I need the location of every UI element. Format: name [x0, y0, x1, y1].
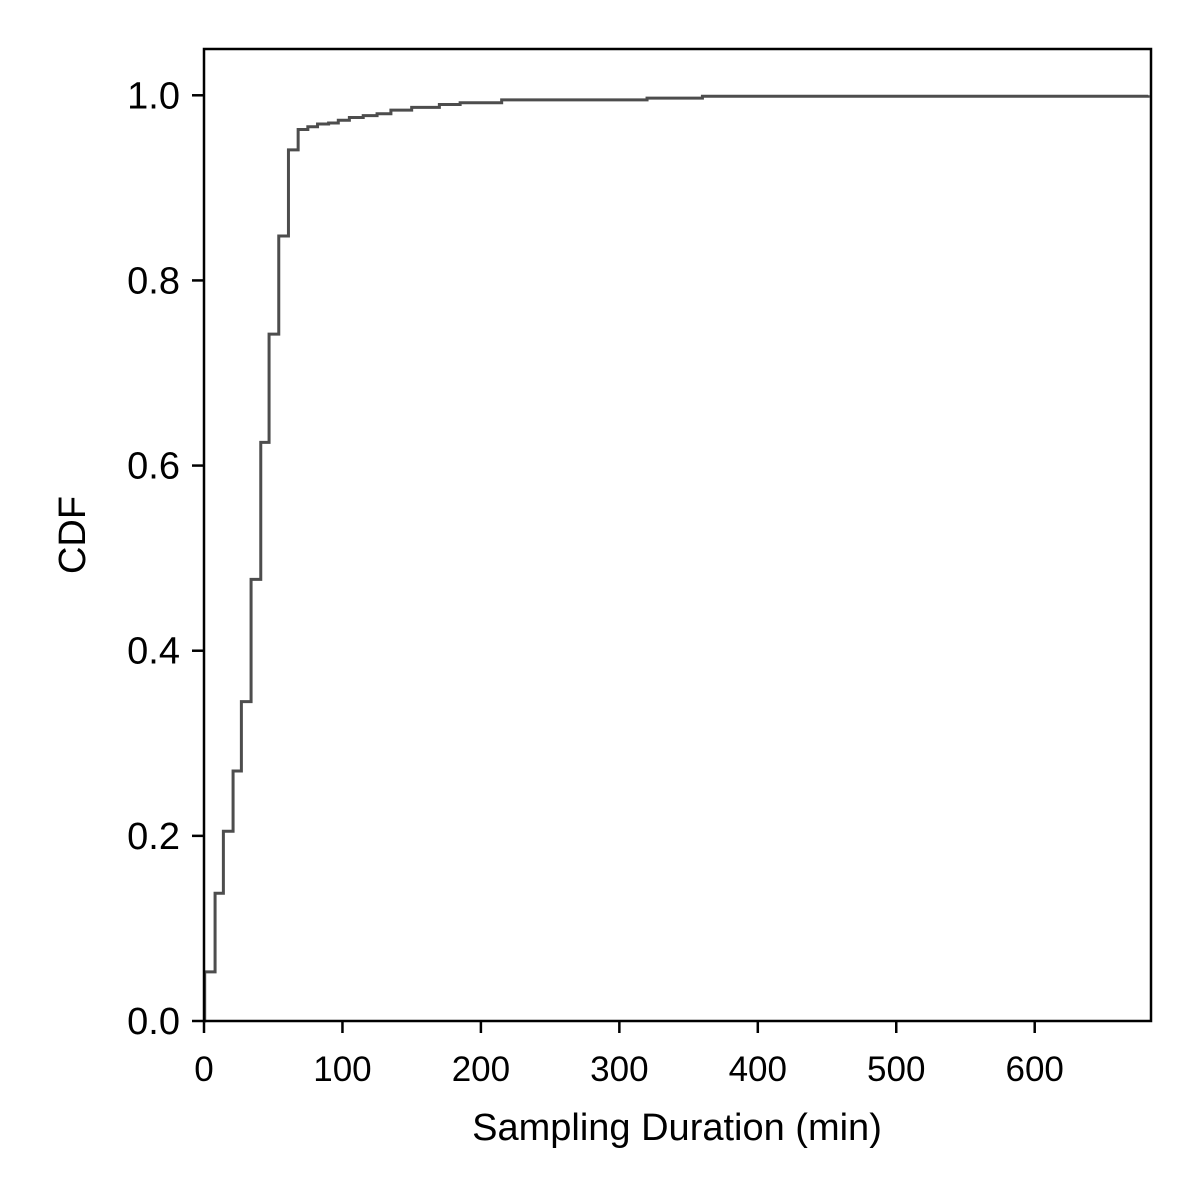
x-tick-label: 0: [194, 1050, 213, 1089]
x-tick-label: 200: [452, 1050, 510, 1089]
y-axis-label: CDF: [52, 496, 94, 574]
y-tick-label: 0.0: [127, 1001, 180, 1043]
x-tick-label: 500: [867, 1050, 925, 1089]
plot-frame: [202, 47, 1153, 1023]
y-tick-label: 0.6: [127, 446, 180, 488]
axis-ticks: [192, 94, 1036, 1033]
x-tick-label: 100: [313, 1050, 371, 1089]
x-tick-label: 400: [729, 1050, 787, 1089]
x-tick-label: 300: [590, 1050, 648, 1089]
x-axis-label: Sampling Duration (min): [472, 1107, 882, 1149]
y-tick-label: 0.4: [127, 631, 180, 673]
y-tick-label: 0.8: [127, 260, 180, 302]
cdf-step-line: [203, 94, 1150, 1023]
y-tick-label: 1.0: [127, 75, 180, 117]
y-tick-label: 0.2: [127, 816, 180, 858]
x-tick-label: 600: [1005, 1050, 1063, 1089]
axis-tick-labels: 0 100 200 300 400 500 600 0.0 0.2 0.4 0.6 0.8 1.0: [127, 75, 1064, 1089]
